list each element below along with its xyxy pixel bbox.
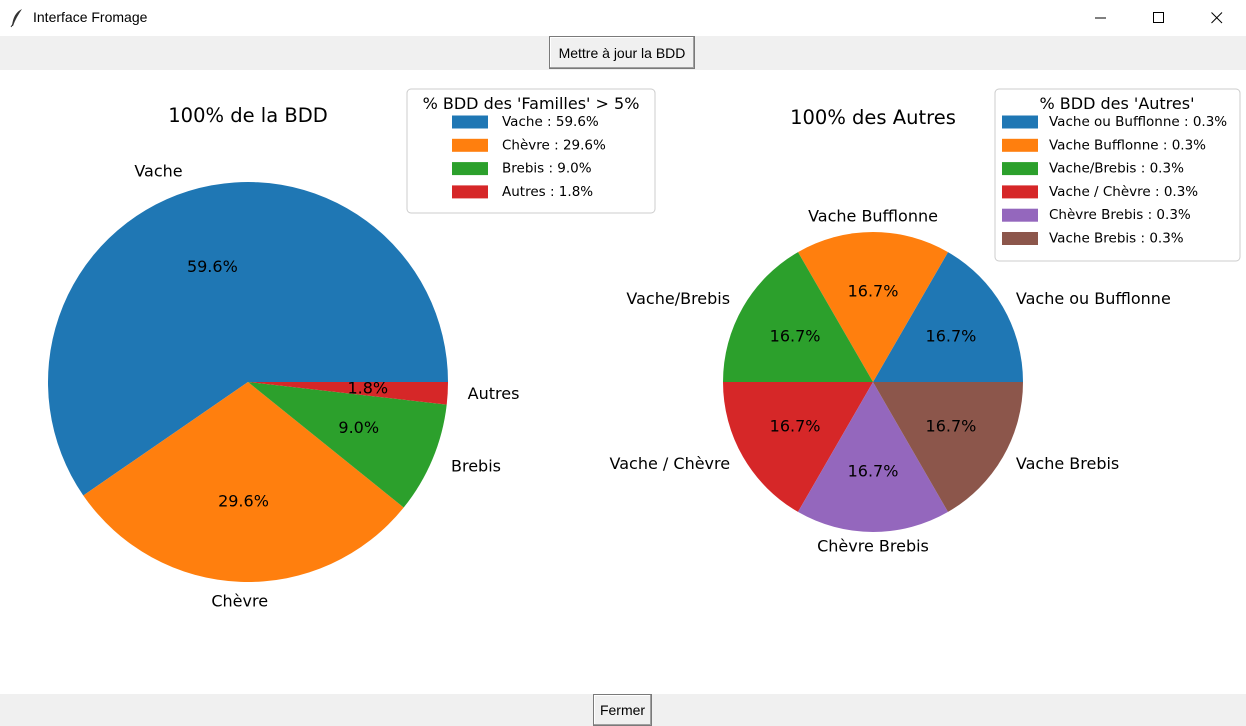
legend-entry-label: Brebis : 9.0% (502, 161, 592, 177)
slice-category-label: Vache Bufflonne (808, 207, 938, 226)
legend-swatch (1002, 185, 1038, 199)
close-icon (1211, 12, 1223, 24)
legend-title: % BDD des 'Autres' (1040, 94, 1195, 113)
legend-swatch (452, 185, 488, 199)
slice-percent-label: 29.6% (218, 491, 269, 510)
slice-percent-label: 16.7% (926, 327, 977, 346)
minimize-button[interactable] (1078, 0, 1124, 36)
legend: % BDD des 'Familles' > 5% Vache : 59.6% C… (406, 88, 656, 214)
slice-percent-label: 9.0% (338, 418, 379, 437)
slice-percent-label: 16.7% (770, 417, 821, 436)
legend-entry-label: Vache/Brebis : 0.3% (1049, 161, 1184, 177)
legend-swatch (1002, 115, 1038, 129)
feather-icon (10, 9, 22, 28)
legend-swatch (1002, 208, 1038, 222)
window-title: Interface Fromage (33, 9, 148, 25)
legend-entry-label: Chèvre Brebis : 0.3% (1049, 207, 1191, 223)
title-bar: Interface Fromage (0, 0, 1246, 36)
legend-entry-label: Autres : 1.8% (502, 184, 593, 200)
pie-slice (723, 382, 873, 512)
legend-entry-label: Vache Bufflonne : 0.3% (1049, 137, 1206, 153)
slice-percent-label: 16.7% (770, 327, 821, 346)
slice-category-label: Brebis (451, 456, 501, 475)
pie-slice (248, 382, 448, 405)
pie-slice (873, 382, 1023, 512)
slice-category-label: Vache (134, 161, 182, 180)
pie-charts-figure: 100% de la BDD Vache Chèvre Brebis Autres 5… (48, 88, 1241, 610)
legend-swatch (1002, 138, 1038, 152)
legend-swatch (1002, 162, 1038, 176)
slice-percent-label: 16.7% (848, 282, 899, 301)
slice-percent-label: 16.7% (926, 417, 977, 436)
pie-slice (248, 382, 447, 508)
pie-slice (83, 382, 404, 583)
chart-title: 100% de la BDD (168, 104, 328, 127)
pie-slice (723, 252, 873, 382)
legend-swatch (452, 138, 488, 152)
slice-percent-label: 16.7% (848, 462, 899, 481)
legend-swatch (1002, 232, 1038, 245)
minimize-icon (1095, 17, 1106, 19)
pie-slice (873, 252, 1023, 382)
close-app-button[interactable]: Fermer (593, 694, 652, 726)
maximize-icon (1153, 12, 1164, 23)
chart-title: 100% des Autres (790, 106, 956, 129)
pie-chart-others: 100% des Autres Vache ou Bufflonne Vache … (610, 88, 1241, 556)
pie-slice (798, 231, 948, 382)
slice-percent-label: 1.8% (347, 378, 388, 397)
legend-entry-label: Vache / Chèvre : 0.3% (1049, 184, 1198, 200)
slice-category-label: Vache/Brebis (626, 289, 730, 308)
close-window-button[interactable] (1194, 0, 1240, 36)
slice-category-label: Autres (468, 384, 520, 403)
pie-slice (798, 382, 948, 532)
legend-entry-label: Vache : 59.6% (502, 114, 599, 130)
legend-entry-label: Chèvre : 29.6% (502, 137, 606, 153)
update-database-button[interactable]: Mettre à jour la BDD (549, 36, 695, 69)
legend-swatch (452, 115, 488, 129)
slice-category-label: Vache ou Bufflonne (1016, 289, 1171, 308)
pie-chart-families: 100% de la BDD Vache Chèvre Brebis Autres 5… (48, 88, 656, 610)
legend-entry-label: Vache Brebis : 0.3% (1049, 231, 1184, 247)
slice-category-label: Chèvre Brebis (817, 537, 929, 556)
legend-title: % BDD des 'Familles' > 5% (423, 94, 640, 113)
slice-category-label: Chèvre (211, 591, 268, 610)
maximize-button[interactable] (1136, 0, 1182, 36)
pie-slice (48, 182, 449, 496)
slice-percent-label: 59.6% (187, 257, 238, 276)
legend-entry-label: Vache ou Bufflonne : 0.3% (1049, 114, 1227, 130)
slice-category-label: Vache Brebis (1016, 454, 1119, 473)
slice-category-label: Vache / Chèvre (610, 454, 731, 473)
legend-swatch (452, 162, 488, 176)
legend: % BDD des 'Autres' Vache ou Bufflonne : … (994, 88, 1241, 262)
